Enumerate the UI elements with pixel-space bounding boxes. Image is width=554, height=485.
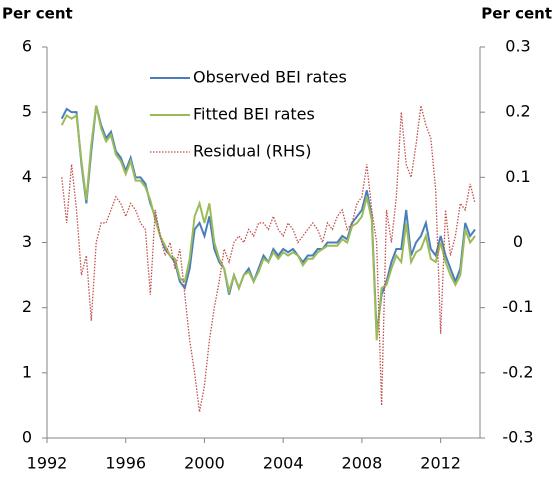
y-tick-label: 3 (22, 232, 32, 251)
y-tick-label: 4 (22, 167, 32, 186)
y-tick-label: 2 (22, 297, 32, 316)
x-tick-label: 1996 (105, 454, 146, 473)
y2-axis-title: Per cent (481, 5, 552, 23)
x-tick-label: 2012 (420, 454, 461, 473)
y2-tick-label: -0.3 (502, 428, 533, 447)
y2-tick-label: 0.1 (505, 167, 530, 186)
legend-label: Fitted BEI rates (193, 105, 315, 124)
series-line (61, 105, 476, 413)
y-tick-label: 5 (22, 102, 32, 121)
x-tick-label: 2000 (184, 454, 225, 473)
y2-tick-label: 0.2 (505, 102, 530, 121)
legend-label: Observed BEI rates (193, 68, 347, 87)
series-line (60, 105, 476, 334)
legend-label: Residual (RHS) (193, 142, 311, 161)
y-axis-title: Per cent (2, 5, 73, 23)
x-tick-label: 2004 (263, 454, 304, 473)
y2-tick-label: 0.3 (505, 37, 530, 56)
y-tick-label: 1 (22, 362, 32, 381)
x-tick-label: 2008 (342, 454, 383, 473)
series-line (60, 105, 476, 341)
y-tick-label: 0 (22, 428, 32, 447)
y-tick-label: 6 (22, 37, 32, 56)
y2-tick-label: -0.2 (502, 362, 533, 381)
y2-tick-label: -0.1 (502, 297, 533, 316)
x-tick-label: 1992 (27, 454, 68, 473)
y2-tick-label: 0 (513, 232, 523, 251)
